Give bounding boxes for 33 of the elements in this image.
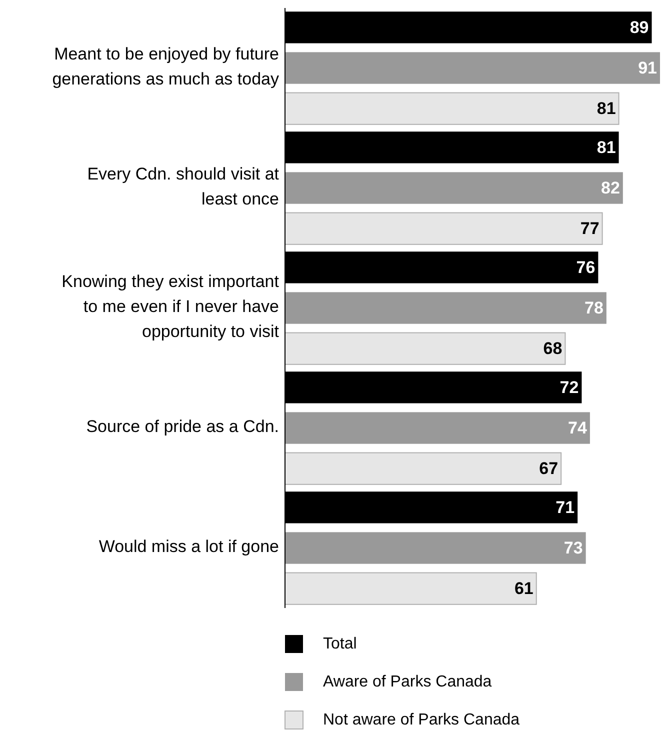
data-label: 61 xyxy=(514,579,534,598)
bar xyxy=(284,212,603,245)
data-label: 82 xyxy=(600,178,620,198)
data-label: 89 xyxy=(630,18,649,37)
legend-label: Aware of Parks Canada xyxy=(323,674,492,690)
data-label: 74 xyxy=(568,418,588,438)
data-label: 81 xyxy=(596,138,616,157)
bar xyxy=(285,532,586,564)
data-label: 68 xyxy=(543,339,562,358)
y-tick-label: Knowing they exist important to me even if I never have opportunity to visit xyxy=(62,272,280,342)
legend-label: Total xyxy=(323,636,357,652)
data-label: 81 xyxy=(596,99,616,118)
y-tick-label: Meant to be enjoyed by future generations as much as today xyxy=(52,44,280,89)
data-label: 76 xyxy=(576,258,596,277)
data-label: 73 xyxy=(564,538,583,558)
legend-label: Not aware of Parks Canada xyxy=(323,712,520,728)
y-tick-label: Would miss a lot if gone xyxy=(98,537,279,556)
data-label: 91 xyxy=(638,58,657,78)
data-label: 67 xyxy=(539,459,558,478)
bar xyxy=(285,172,623,204)
bar xyxy=(285,292,606,324)
bar xyxy=(285,52,660,84)
bar xyxy=(284,92,620,125)
data-label: 72 xyxy=(560,378,579,397)
y-tick-label: Every Cdn. should visit at least once xyxy=(87,164,280,209)
bar xyxy=(284,332,566,365)
bar xyxy=(284,452,562,485)
data-label: 77 xyxy=(580,219,600,238)
bar xyxy=(284,572,537,605)
bar xyxy=(285,412,590,444)
data-label: 78 xyxy=(584,298,604,318)
data-label: 71 xyxy=(556,498,575,517)
y-tick-label: Source of pride as a Cdn. xyxy=(86,417,279,436)
